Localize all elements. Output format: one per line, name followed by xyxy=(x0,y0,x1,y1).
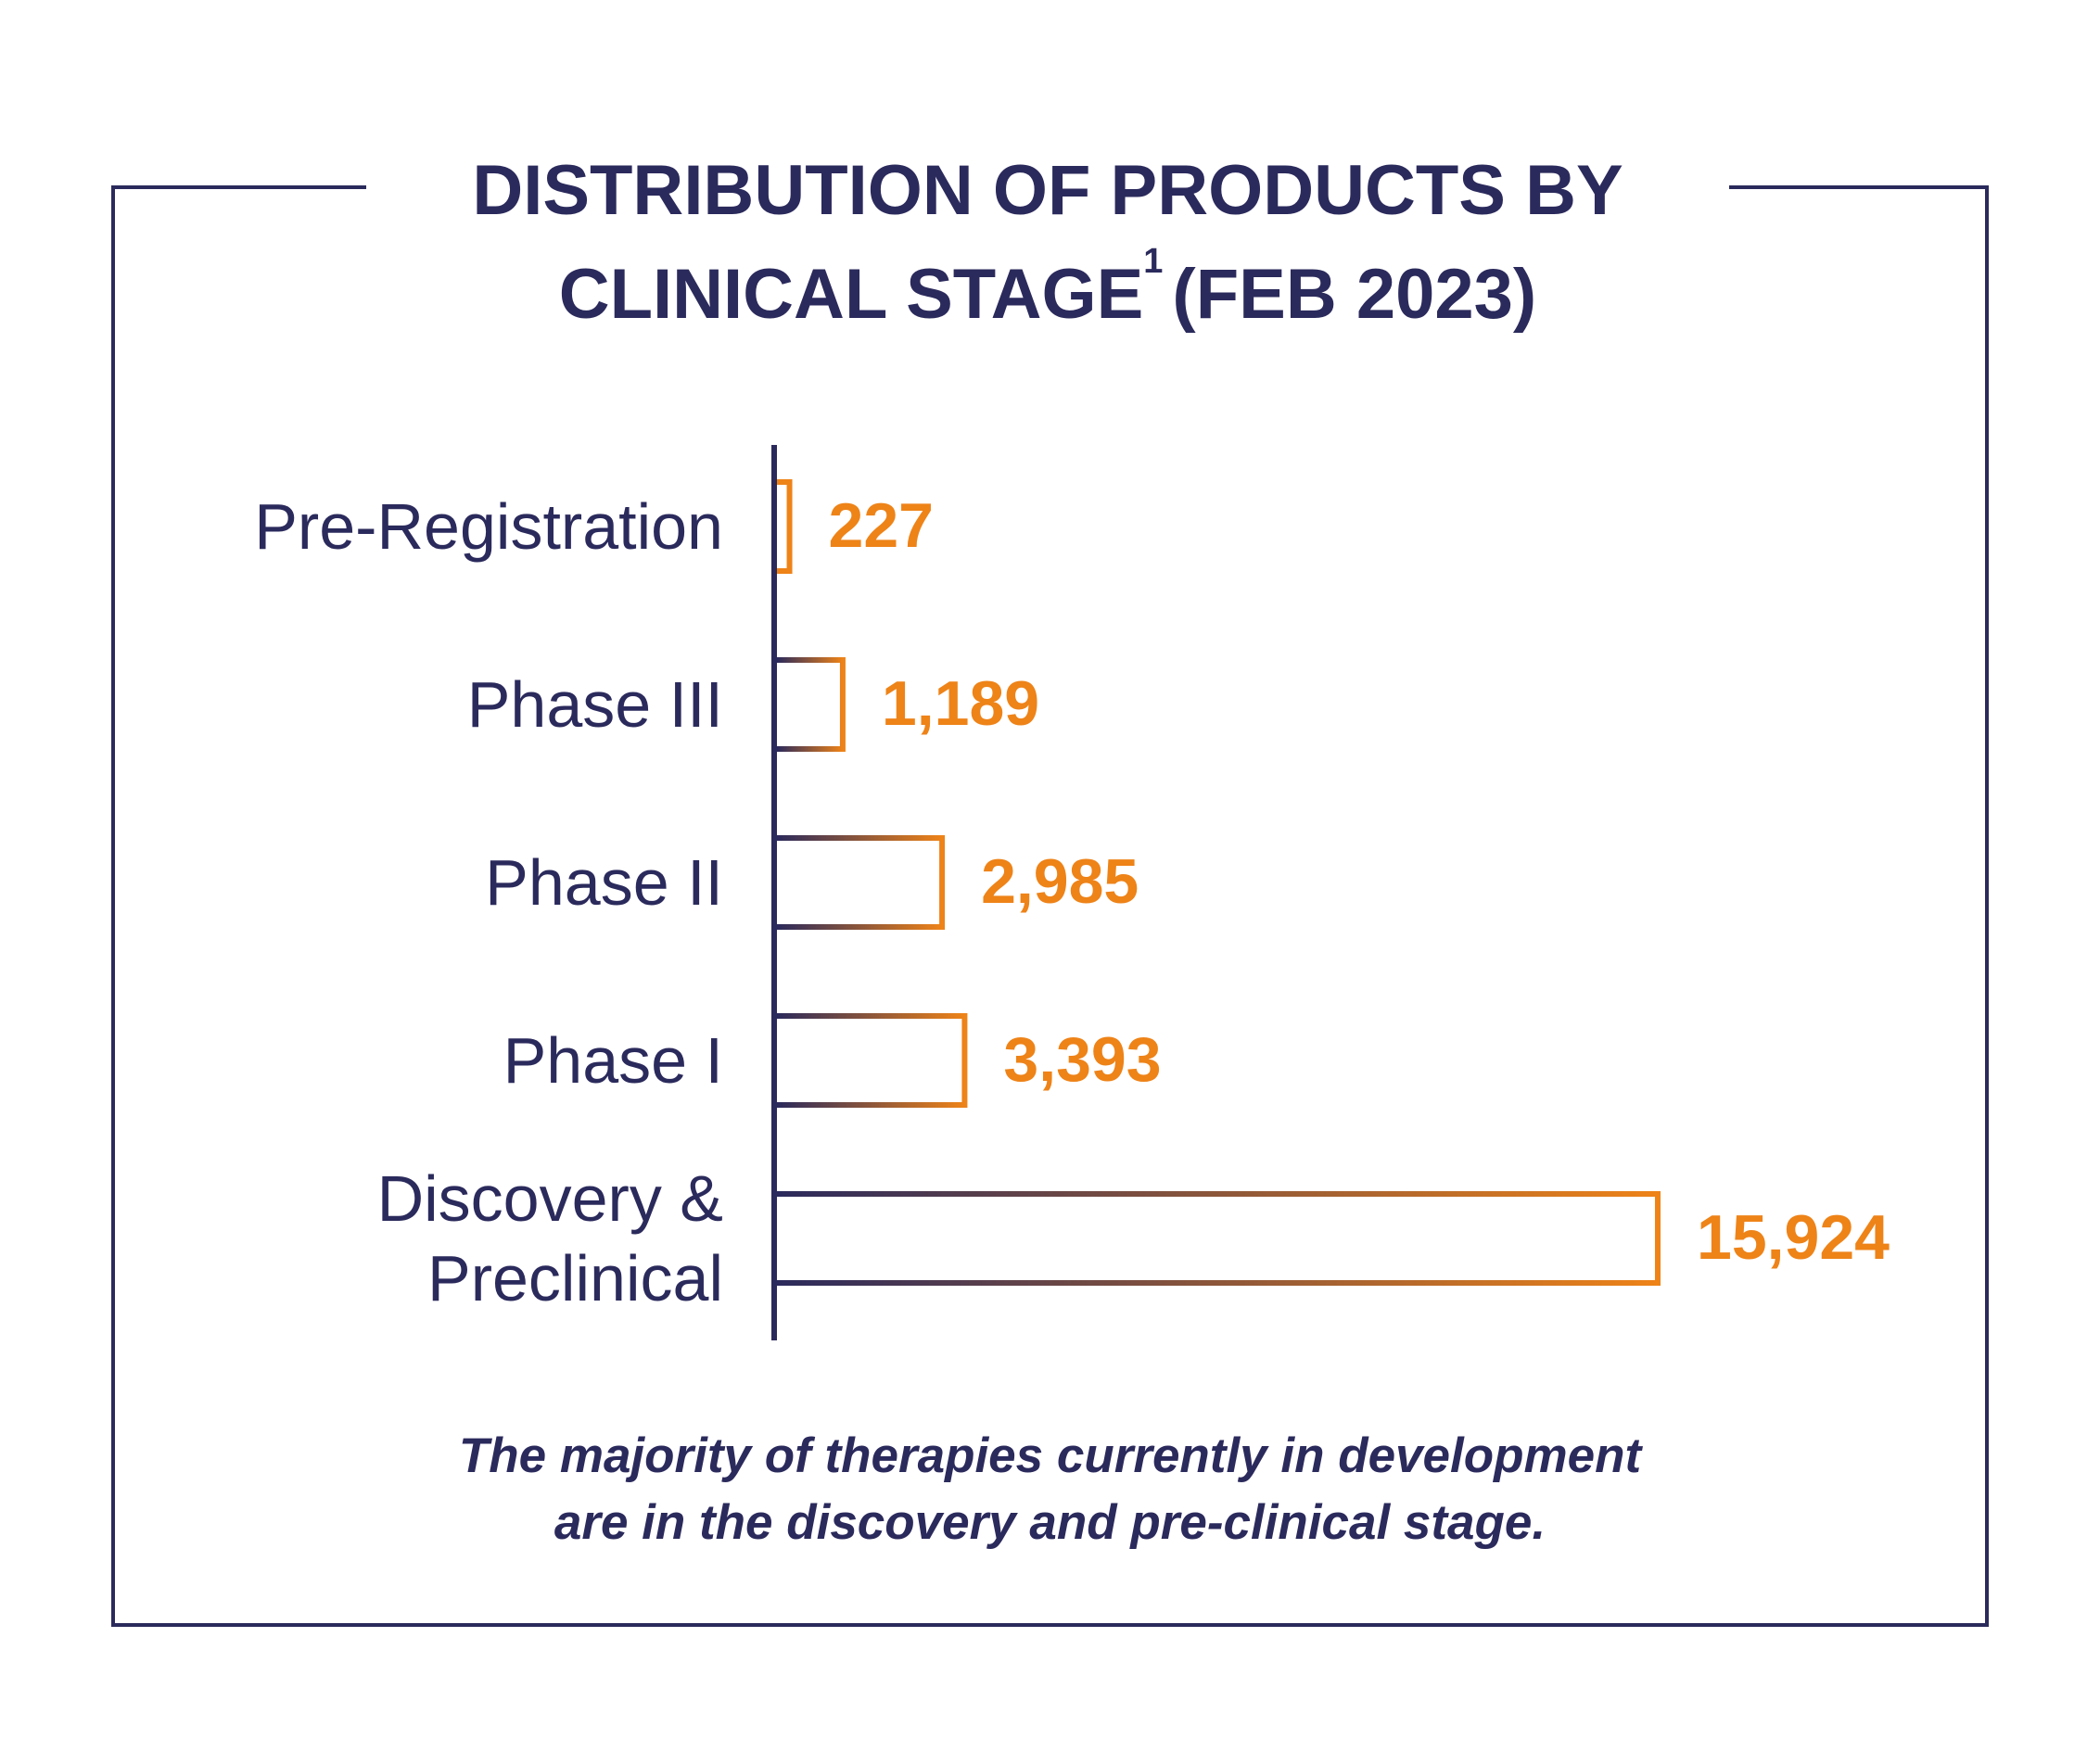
bar-2 xyxy=(777,835,946,930)
title-line-1: DISTRIBUTION OF PRODUCTS BY xyxy=(472,151,1623,230)
caption-line-1: The majority of therapies currently in d… xyxy=(458,1428,1642,1483)
category-label-2: Phase II xyxy=(485,846,723,919)
title-line-2-tail: (FEB 2023) xyxy=(1172,255,1537,334)
category-label-1: Phase III xyxy=(467,668,723,741)
bar-3 xyxy=(777,1013,968,1108)
value-label-3: 3,393 xyxy=(1003,1024,1161,1095)
category-label-4: Discovery & Preclinical xyxy=(377,1162,723,1314)
value-label-4: 15,924 xyxy=(1697,1202,1890,1273)
category-label-line: Phase III xyxy=(467,668,723,741)
bar-0 xyxy=(777,479,793,574)
category-label-0: Pre-Registration xyxy=(254,490,723,563)
title-line-2: CLINICAL STAGE1 (FEB 2023) xyxy=(366,243,1729,347)
caption-line-2: are in the discovery and pre-clinical st… xyxy=(554,1495,1546,1550)
category-label-3: Phase I xyxy=(503,1024,723,1097)
bar-4 xyxy=(777,1191,1661,1286)
category-label-line: Pre-Registration xyxy=(254,490,723,563)
category-label-line: Phase II xyxy=(485,846,723,919)
category-label-line: Phase I xyxy=(503,1024,723,1097)
value-label-0: 227 xyxy=(829,490,934,561)
bar-1 xyxy=(777,657,846,752)
chart-caption: The majority of therapies currently in d… xyxy=(278,1423,1822,1556)
value-label-2: 2,985 xyxy=(981,846,1139,917)
title-line-2-main: CLINICAL STAGE xyxy=(558,255,1144,334)
value-label-1: 1,189 xyxy=(882,668,1039,739)
chart-title: DISTRIBUTION OF PRODUCTS BY CLINICAL STA… xyxy=(366,139,1729,347)
title-footnote-marker: 1 xyxy=(1143,242,1164,281)
category-label-line: Preclinical xyxy=(427,1242,723,1314)
category-label-line: Discovery & xyxy=(377,1162,723,1235)
